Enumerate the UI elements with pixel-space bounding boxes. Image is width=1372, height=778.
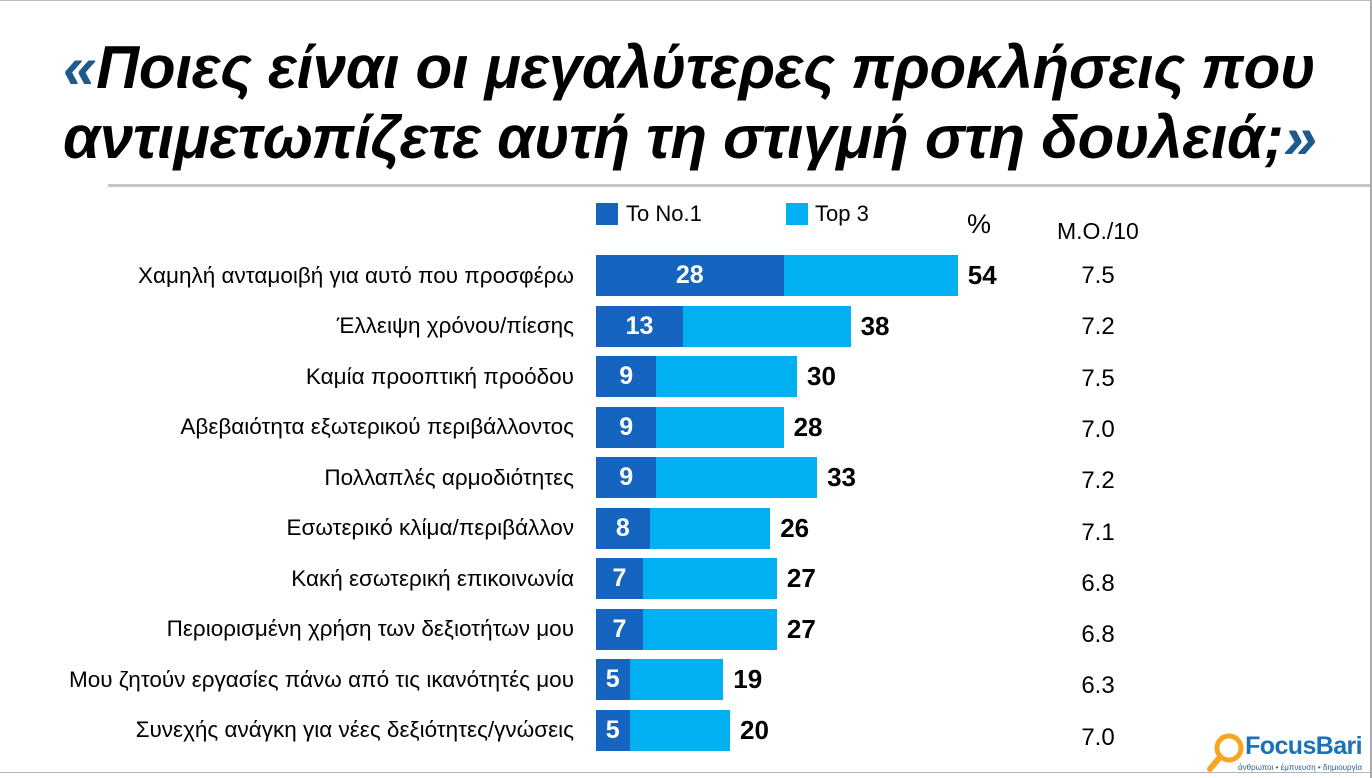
title-open-quote: « <box>63 34 97 101</box>
mean-score-value: 7.2 <box>1081 467 1115 495</box>
value-label-no1: 7 <box>612 614 627 643</box>
bar-no1 <box>596 659 630 701</box>
bar-no1 <box>596 406 657 448</box>
mean-score-value: 7.0 <box>1081 415 1115 443</box>
legend-swatch-no1 <box>596 203 618 225</box>
legend-label-top3: Top 3 <box>815 201 869 226</box>
mean-score-header: Μ.Ο./10 <box>1057 218 1139 244</box>
value-label-no1: 5 <box>605 665 620 694</box>
value-label-top3: 27 <box>786 613 816 644</box>
value-label-no1: 9 <box>619 362 634 391</box>
slide-title: «Ποιες είναι οι μεγαλύτερες προκλήσεις π… <box>63 33 1317 173</box>
legend-label-no1: Το Νο.1 <box>626 201 702 226</box>
value-label-top3: 54 <box>967 260 997 290</box>
value-label-no1: 9 <box>619 412 634 441</box>
value-label-no1: 8 <box>615 513 630 542</box>
value-label-no1: 9 <box>619 463 634 492</box>
category-label: Χαμηλή ανταμοιβή για αυτό που προσφέρω <box>138 262 574 288</box>
value-label-top3: 19 <box>733 664 763 695</box>
title-divider <box>108 184 1370 187</box>
category-label: Περιορισμένη χρήση των δεξιοτήτων μου <box>166 616 574 642</box>
bar-no1 <box>596 558 643 600</box>
slide-bottom-edge <box>0 772 1370 773</box>
magnifier-icon <box>1207 733 1244 772</box>
percent-header: % <box>967 209 992 239</box>
legend-swatch-top3 <box>786 203 808 225</box>
bar-no1 <box>596 457 657 499</box>
title-text-2: αντιμετωπίζετε αυτή τη στιγμή στη δουλει… <box>63 104 1284 171</box>
title-line-2: αντιμετωπίζετε αυτή τη στιγμή στη δουλει… <box>63 103 1317 173</box>
value-label-no1: 28 <box>675 261 704 289</box>
category-label: Έλλειψη χρόνου/πίεσης <box>336 313 574 339</box>
title-text-1: Ποιες είναι οι μεγαλύτερες προκλήσεις πο… <box>96 34 1316 101</box>
bar-no1 <box>596 356 657 398</box>
logo-name: FocusBari <box>1245 732 1362 760</box>
category-label: Καμία προοπτική προόδου <box>305 363 574 389</box>
mean-score-value: 6.8 <box>1081 621 1115 649</box>
mean-score-value: 7.0 <box>1081 723 1115 751</box>
value-label-top3: 28 <box>793 411 823 442</box>
category-label: Μου ζητούν εργασίες πάνω από τις ικανότη… <box>68 666 574 692</box>
mean-score-value: 6.8 <box>1081 569 1115 597</box>
value-label-top3: 26 <box>780 512 810 543</box>
value-label-top3: 20 <box>740 714 769 745</box>
title-close-quote: » <box>1283 104 1317 171</box>
bar-no1 <box>596 255 784 296</box>
value-label-no1: 5 <box>605 715 620 744</box>
mean-score-value: 7.5 <box>1081 262 1115 289</box>
bar-no1 <box>596 709 630 751</box>
title-line-1: «Ποιες είναι οι μεγαλύτερες προκλήσεις π… <box>63 33 1317 103</box>
mean-score-value: 7.1 <box>1081 518 1115 546</box>
value-label-top3: 27 <box>786 563 816 594</box>
bar-no1 <box>596 507 650 549</box>
logo-tagline: άνθρωποι • έμπνευση • δημιουργία <box>1238 763 1362 772</box>
category-label: Εσωτερικό κλίμα/περιβάλλον <box>286 515 574 541</box>
mean-score-value: 6.3 <box>1081 672 1115 700</box>
value-label-top3: 38 <box>860 310 890 341</box>
mean-score-value: 7.5 <box>1081 364 1115 392</box>
category-label: Πολλαπλές αρμοδιότητες <box>324 464 574 490</box>
value-label-top3: 33 <box>827 462 857 493</box>
category-label: Συνεχής ανάγκη για νέες δεξιότητες/γνώσε… <box>135 717 574 743</box>
category-label: Αβεβαιότητα εξωτερικού περιβάλλοντος <box>180 414 574 440</box>
value-label-no1: 13 <box>625 311 654 340</box>
mean-score-value: 7.2 <box>1081 313 1115 341</box>
value-label-no1: 7 <box>612 564 627 593</box>
value-label-top3: 30 <box>807 361 836 392</box>
bar-no1 <box>596 608 643 650</box>
bar-no1 <box>596 305 684 347</box>
category-label: Κακή εσωτερική επικοινωνία <box>291 565 574 591</box>
